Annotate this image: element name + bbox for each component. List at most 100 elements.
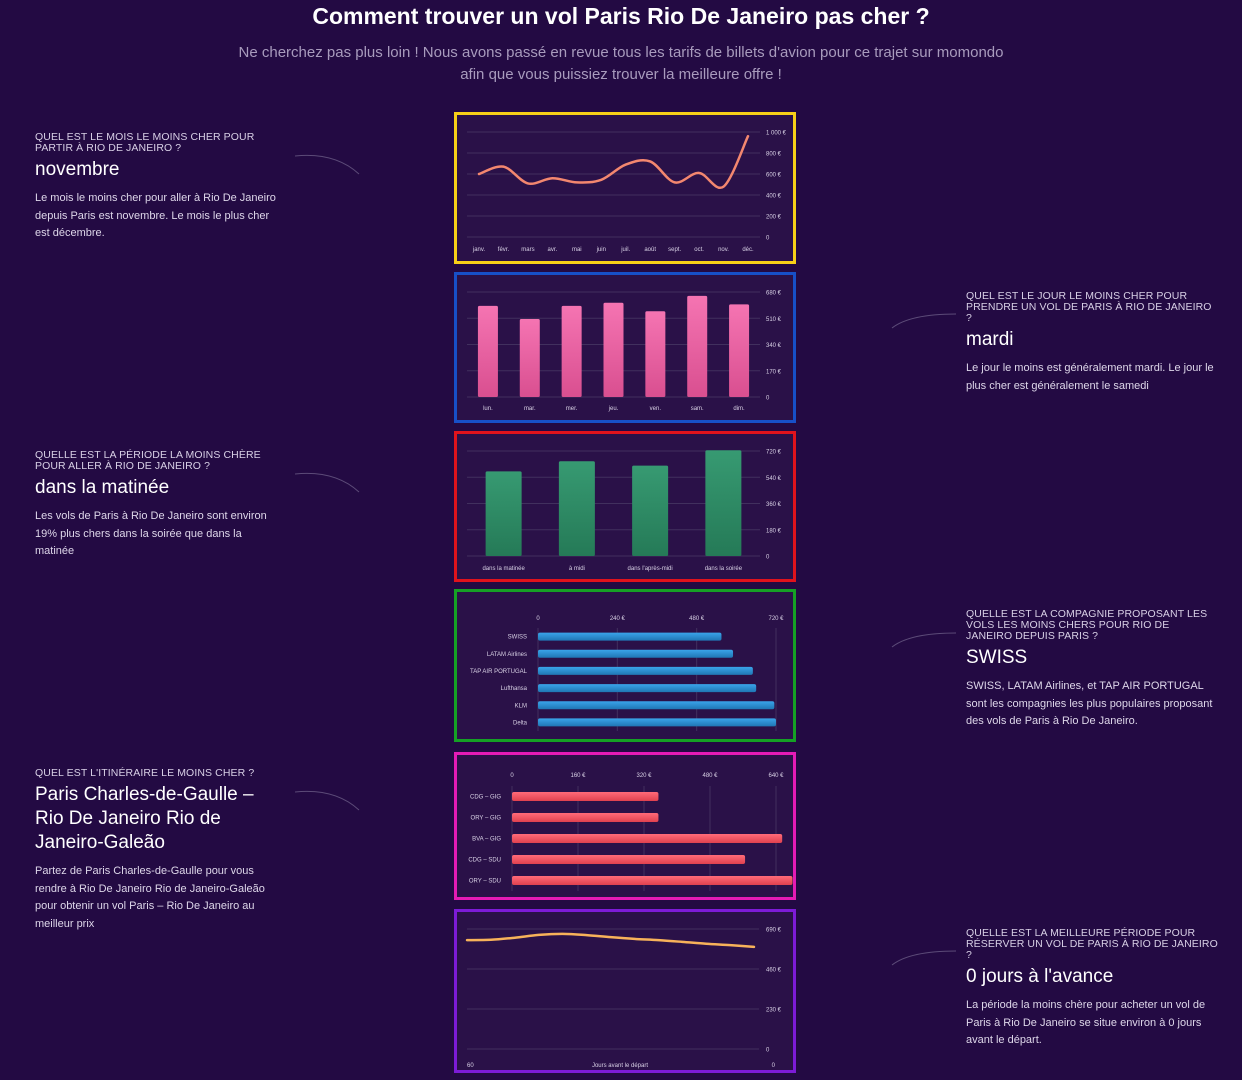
- x-tick-label: 480 €: [702, 773, 718, 779]
- x-tick-label: juil.: [620, 247, 630, 253]
- x-tick-label: mer.: [566, 406, 578, 412]
- x-tick-label: avr.: [548, 247, 558, 253]
- x-tick-label: juin: [596, 247, 606, 253]
- y-tick-label: KLM: [515, 703, 527, 709]
- bar: [538, 701, 775, 710]
- x-tick-label: 640 €: [768, 773, 784, 779]
- y-tick-label: 540 €: [766, 476, 782, 482]
- info-best-booking-time: QUELLE EST LA MEILLEURE PÉRIODE POUR RÉS…: [966, 928, 1226, 1050]
- bar: [538, 666, 753, 675]
- chart-panel-airline: 0 240 € 480 € 720 € SWISS LATAM Airlines TAP A…: [454, 589, 796, 742]
- x-tick-label: 320 €: [636, 773, 652, 779]
- chart-route-bars: 0 160 € 320 € 480 € 640 € CDG – GIG ORY – GIG B…: [468, 773, 793, 891]
- x-tick-label: sam.: [691, 406, 704, 412]
- answer-text: 0 jours à l'avance: [966, 966, 1114, 987]
- x-tick-label: 240 €: [610, 616, 626, 622]
- answer-text: novembre: [35, 159, 120, 180]
- x-tick-label: lun.: [483, 406, 493, 412]
- bar: [519, 319, 540, 397]
- x-tick-label: 480 €: [689, 616, 705, 622]
- y-tick-label: 180 €: [766, 528, 782, 534]
- y-tick-label: BVA – GIG: [472, 837, 501, 843]
- info-cheapest-day: QUEL EST LE JOUR LE MOINS CHER POUR PREN…: [966, 291, 1216, 395]
- x-tick-label: dans l'après-midi: [628, 566, 673, 572]
- x-tick-label: févr.: [498, 247, 510, 253]
- y-tick-label: LATAM Airlines: [487, 652, 527, 658]
- y-tick-label: Delta: [513, 720, 528, 726]
- bar: [485, 471, 522, 556]
- y-tick-label: ORY – SDU: [469, 879, 501, 885]
- y-tick-label: 170 €: [766, 369, 782, 375]
- x-tick-label: mai: [572, 247, 582, 253]
- bar: [538, 649, 734, 658]
- y-tick-label: TAP AIR PORTUGAL: [470, 669, 528, 675]
- y-tick-label: 0: [766, 1048, 770, 1054]
- description-text: Le jour le moins est généralement mardi.…: [966, 362, 1214, 392]
- y-tick-label: 600 €: [766, 173, 782, 179]
- x-axis-label: Jours avant le départ: [592, 1063, 648, 1069]
- info-cheapest-month: QUEL EST LE MOIS LE MOINS CHER POUR PART…: [35, 132, 280, 243]
- bar: [705, 450, 742, 556]
- x-tick-label: mars: [521, 247, 534, 253]
- question-text: QUELLE EST LA MEILLEURE PÉRIODE POUR RÉS…: [966, 927, 1218, 961]
- bar: [538, 632, 722, 641]
- description-text: Le mois le moins cher pour aller à Rio D…: [35, 192, 276, 239]
- description-text: SWISS, LATAM Airlines, et TAP AIR PORTUG…: [966, 680, 1213, 727]
- question-text: QUEL EST L'ITINÉRAIRE LE MOINS CHER ?: [35, 767, 255, 779]
- y-tick-label: 680 €: [766, 291, 782, 297]
- x-tick-label: oct.: [694, 247, 704, 253]
- y-tick-label: SWISS: [508, 635, 527, 641]
- connector-line: [891, 632, 957, 648]
- x-tick-label: dans la soirée: [705, 566, 743, 572]
- y-tick-label: ORY – GIG: [471, 816, 502, 822]
- x-tick-label: 160 €: [570, 773, 586, 779]
- bar: [603, 302, 624, 397]
- chart-panel-advance: 0 230 € 460 € 690 € 60 0 Jours avant le départ: [454, 909, 796, 1073]
- y-tick-label: 360 €: [766, 502, 782, 508]
- y-tick-label: 460 €: [766, 968, 782, 974]
- y-tick-label: 720 €: [766, 450, 782, 456]
- y-tick-label: 0: [766, 555, 770, 561]
- chart-panel-period: 0 180 € 360 € 540 € 720 € dans la matinée à mi…: [454, 431, 796, 582]
- question-text: QUEL EST LE MOIS LE MOINS CHER POUR PART…: [35, 131, 255, 154]
- bar: [512, 876, 793, 885]
- info-cheapest-route: QUEL EST L'ITINÉRAIRE LE MOINS CHER ? Pa…: [35, 768, 280, 933]
- y-tick-label: 200 €: [766, 215, 782, 221]
- description-text: Les vols de Paris à Rio De Janeiro sont …: [35, 510, 267, 557]
- bar: [538, 684, 757, 693]
- y-tick-label: 690 €: [766, 928, 782, 934]
- bar: [512, 813, 659, 822]
- y-tick-label: 1 000 €: [766, 131, 787, 137]
- question-text: QUELLE EST LA COMPAGNIE PROPOSANT LES VO…: [966, 608, 1208, 642]
- bar: [687, 295, 708, 397]
- connector-line: [295, 472, 360, 493]
- y-tick-label: 510 €: [766, 317, 782, 323]
- bar: [512, 834, 783, 843]
- x-tick-label: mar.: [524, 406, 536, 412]
- question-text: QUEL EST LE JOUR LE MOINS CHER POUR PREN…: [966, 290, 1212, 324]
- bar: [512, 855, 746, 864]
- x-tick-label: 0: [536, 616, 540, 622]
- chart-month-line: 0 200 € 400 € 600 € 800 € 1 000 € janv. févr. ma…: [467, 131, 787, 253]
- x-tick-label: août: [644, 247, 656, 253]
- chart-advance-line: 0 230 € 460 € 690 € 60 0 Jours avant le départ: [465, 928, 782, 1069]
- x-tick-label: dans la matinée: [482, 566, 525, 572]
- x-tick-label: 720 €: [768, 616, 784, 622]
- x-tick-label: déc.: [742, 247, 754, 253]
- question-text: QUELLE EST LA PÉRIODE LA MOINS CHÈRE POU…: [35, 449, 261, 472]
- bar: [512, 792, 659, 801]
- info-cheapest-airline: QUELLE EST LA COMPAGNIE PROPOSANT LES VO…: [966, 609, 1216, 731]
- y-tick-label: CDG – SDU: [468, 858, 501, 864]
- bar: [632, 465, 669, 556]
- y-tick-label: 0: [766, 236, 770, 242]
- y-tick-label: 230 €: [766, 1008, 782, 1014]
- answer-text: SWISS: [966, 647, 1028, 668]
- x-tick-label: 0: [510, 773, 514, 779]
- y-tick-label: 0: [766, 396, 770, 402]
- info-cheapest-period: QUELLE EST LA PÉRIODE LA MOINS CHÈRE POU…: [35, 450, 280, 561]
- chart-panel-month: 0 200 € 400 € 600 € 800 € 1 000 € janv. févr. ma…: [454, 112, 796, 264]
- bar: [477, 305, 498, 397]
- x-tick-label: 60: [467, 1063, 474, 1069]
- connector-line: [891, 950, 957, 966]
- bar: [729, 304, 750, 397]
